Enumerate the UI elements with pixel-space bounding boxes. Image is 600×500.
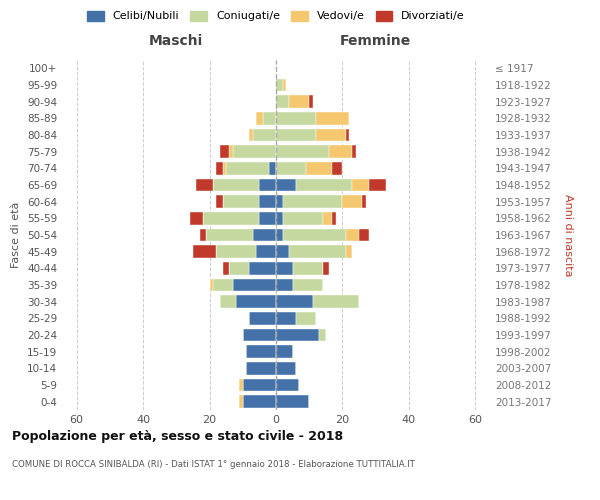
- Bar: [276, 346, 293, 358]
- Bar: [256, 112, 263, 124]
- Bar: [276, 379, 299, 391]
- Bar: [216, 196, 223, 208]
- Bar: [276, 329, 319, 341]
- Bar: [243, 396, 276, 408]
- Bar: [250, 129, 253, 141]
- Bar: [259, 212, 276, 224]
- Bar: [343, 196, 362, 208]
- Text: Popolazione per età, sesso e stato civile - 2018: Popolazione per età, sesso e stato civil…: [12, 430, 343, 443]
- Bar: [293, 262, 323, 274]
- Bar: [332, 212, 336, 224]
- Bar: [313, 296, 359, 308]
- Bar: [346, 129, 349, 141]
- Bar: [233, 279, 276, 291]
- Bar: [276, 146, 329, 158]
- Bar: [256, 246, 276, 258]
- Bar: [253, 229, 276, 241]
- Bar: [323, 212, 332, 224]
- Bar: [190, 212, 203, 224]
- Bar: [346, 229, 359, 241]
- Bar: [276, 296, 313, 308]
- Bar: [246, 346, 276, 358]
- Bar: [289, 246, 346, 258]
- Bar: [276, 312, 296, 324]
- Bar: [276, 129, 316, 141]
- Bar: [250, 312, 276, 324]
- Bar: [203, 212, 259, 224]
- Bar: [196, 179, 213, 192]
- Bar: [276, 212, 283, 224]
- Bar: [359, 229, 369, 241]
- Bar: [206, 229, 253, 241]
- Bar: [269, 162, 276, 174]
- Bar: [200, 229, 206, 241]
- Bar: [289, 96, 309, 108]
- Text: Maschi: Maschi: [149, 34, 203, 48]
- Bar: [276, 279, 293, 291]
- Bar: [352, 179, 369, 192]
- Bar: [283, 79, 286, 92]
- Bar: [213, 279, 233, 291]
- Bar: [276, 162, 306, 174]
- Bar: [276, 362, 296, 374]
- Bar: [223, 262, 229, 274]
- Y-axis label: Anni di nascita: Anni di nascita: [563, 194, 573, 276]
- Text: Femmine: Femmine: [340, 34, 412, 48]
- Bar: [352, 146, 356, 158]
- Bar: [223, 196, 259, 208]
- Bar: [276, 262, 293, 274]
- Text: COMUNE DI ROCCA SINIBALDA (RI) - Dati ISTAT 1° gennaio 2018 - Elaborazione TUTTI: COMUNE DI ROCCA SINIBALDA (RI) - Dati IS…: [12, 460, 415, 469]
- Bar: [243, 379, 276, 391]
- Bar: [323, 262, 329, 274]
- Bar: [316, 129, 346, 141]
- Bar: [369, 179, 386, 192]
- Bar: [276, 196, 283, 208]
- Bar: [276, 229, 283, 241]
- Bar: [309, 96, 313, 108]
- Bar: [276, 112, 316, 124]
- Bar: [243, 329, 276, 341]
- Bar: [259, 179, 276, 192]
- Bar: [223, 162, 226, 174]
- Bar: [233, 146, 276, 158]
- Bar: [193, 246, 216, 258]
- Bar: [296, 179, 352, 192]
- Bar: [362, 196, 366, 208]
- Bar: [229, 262, 250, 274]
- Bar: [226, 162, 269, 174]
- Bar: [246, 362, 276, 374]
- Bar: [236, 296, 276, 308]
- Bar: [220, 146, 229, 158]
- Bar: [319, 329, 326, 341]
- Bar: [306, 162, 332, 174]
- Bar: [250, 262, 276, 274]
- Bar: [276, 246, 289, 258]
- Legend: Celibi/Nubili, Coniugati/e, Vedovi/e, Divorziati/e: Celibi/Nubili, Coniugati/e, Vedovi/e, Di…: [87, 10, 465, 22]
- Bar: [283, 196, 343, 208]
- Bar: [213, 179, 259, 192]
- Bar: [276, 396, 309, 408]
- Bar: [293, 279, 323, 291]
- Bar: [220, 296, 236, 308]
- Bar: [276, 96, 289, 108]
- Bar: [276, 79, 283, 92]
- Bar: [276, 179, 296, 192]
- Bar: [346, 246, 352, 258]
- Bar: [329, 146, 352, 158]
- Bar: [283, 212, 323, 224]
- Bar: [239, 379, 243, 391]
- Bar: [216, 246, 256, 258]
- Bar: [316, 112, 349, 124]
- Bar: [239, 396, 243, 408]
- Bar: [253, 129, 276, 141]
- Bar: [332, 162, 343, 174]
- Bar: [229, 146, 233, 158]
- Bar: [259, 196, 276, 208]
- Bar: [283, 229, 346, 241]
- Bar: [296, 312, 316, 324]
- Y-axis label: Fasce di età: Fasce di età: [11, 202, 22, 268]
- Bar: [209, 279, 213, 291]
- Bar: [216, 162, 223, 174]
- Bar: [263, 112, 276, 124]
